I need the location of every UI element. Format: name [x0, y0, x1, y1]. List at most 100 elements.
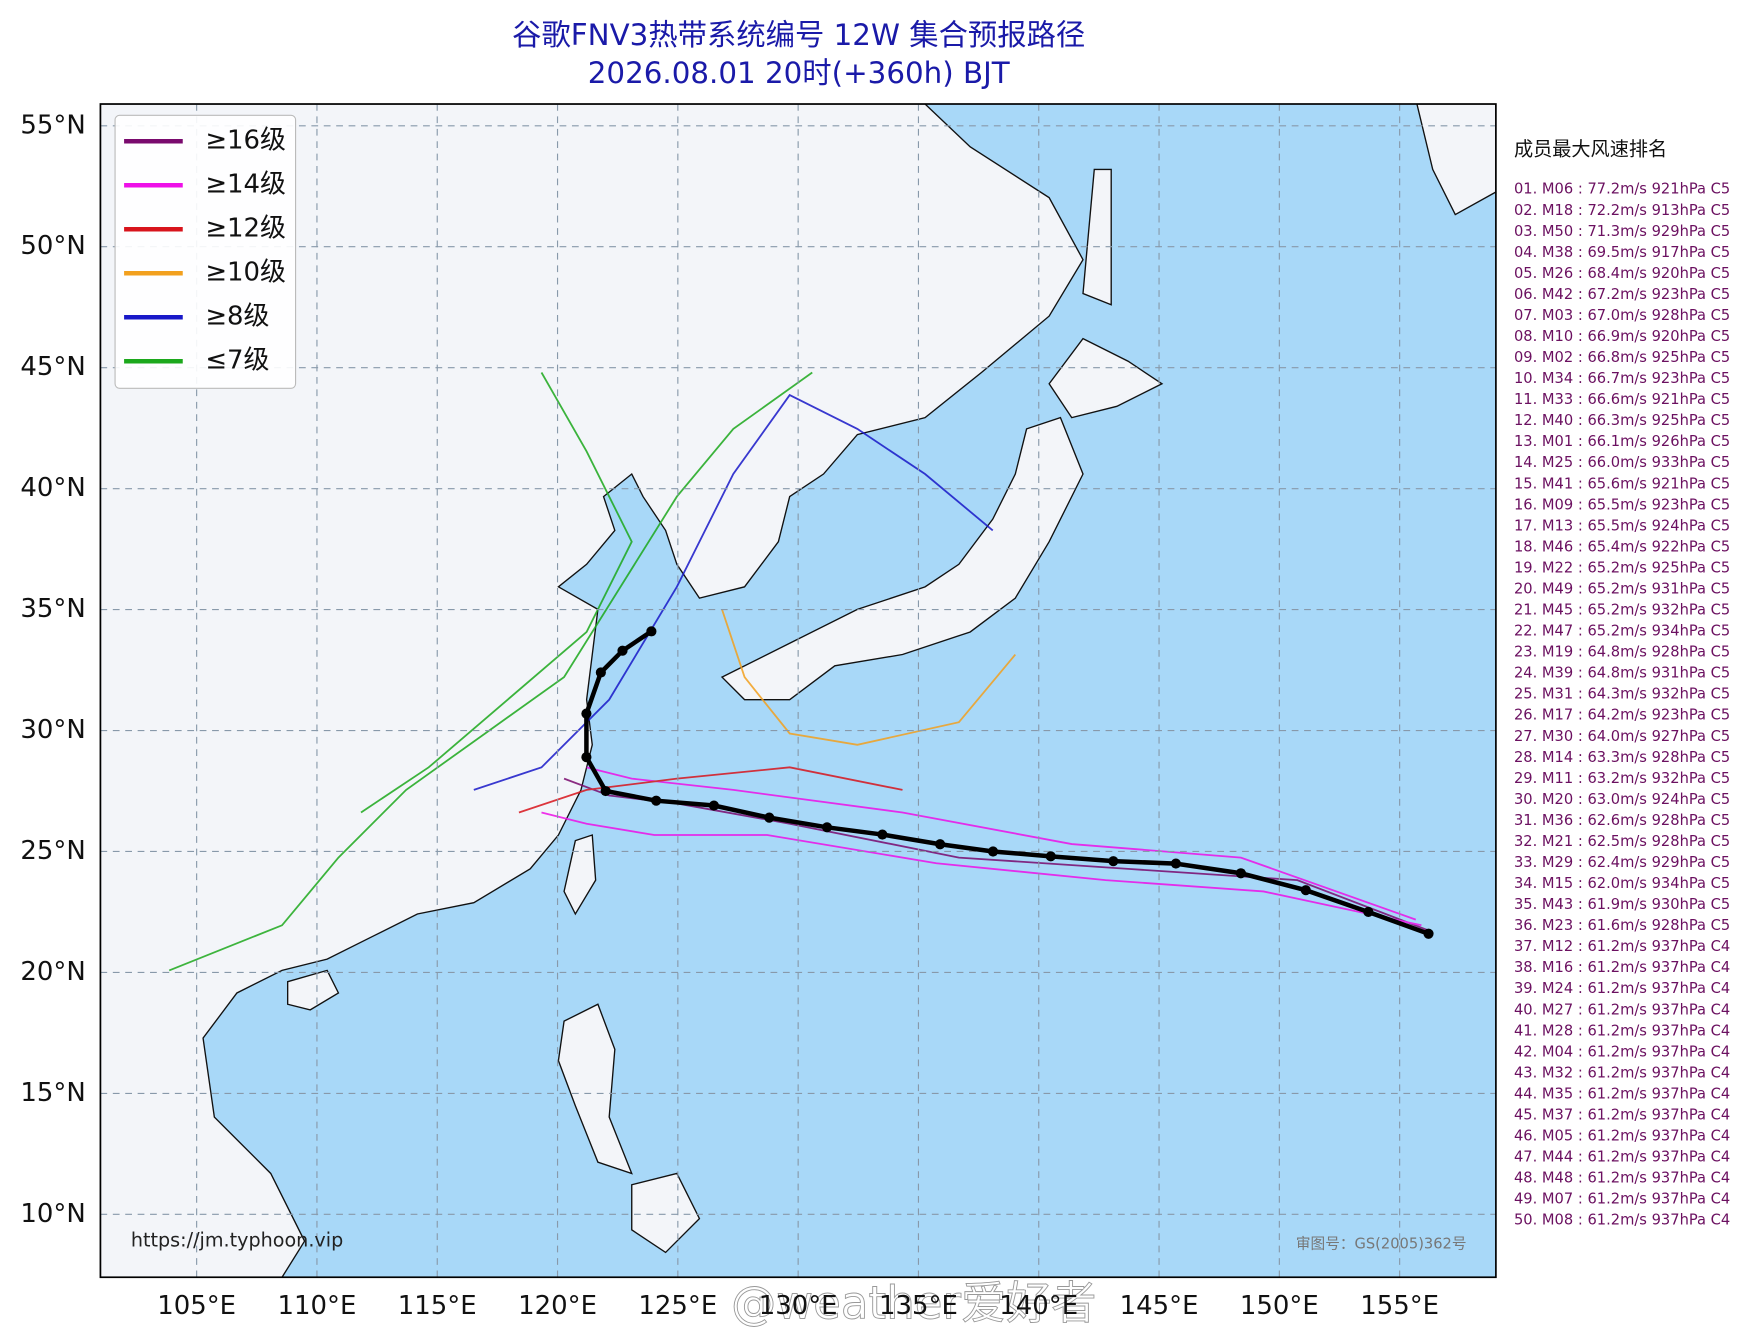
ranking-item: 11. M33 : 66.6m/s 921hPa C5 — [1514, 391, 1730, 408]
sakhalin — [1082, 168, 1112, 306]
ranking-item: 04. M38 : 69.5m/s 917hPa C5 — [1514, 244, 1730, 261]
ranking-item: 50. M08 : 61.2m/s 937hPa C4 — [1514, 1212, 1730, 1229]
ranking-item: 34. M15 : 62.0m/s 934hPa C5 — [1514, 875, 1730, 892]
legend: ≥16级 ≥14级 ≥12级 ≥10级 ≥8级 ≤7级 — [114, 114, 297, 389]
ranking-item: 46. M05 : 61.2m/s 937hPa C4 — [1514, 1128, 1730, 1145]
ranking-item: 22. M47 : 65.2m/s 934hPa C5 — [1514, 623, 1730, 640]
mean-track — [581, 626, 1434, 939]
track-point — [764, 812, 775, 823]
ranking-item: 15. M41 : 65.6m/s 921hPa C5 — [1514, 475, 1730, 492]
legend-label: ≤7级 — [205, 346, 269, 376]
ranking-item: 47. M44 : 61.2m/s 937hPa C4 — [1514, 1149, 1730, 1166]
mainland — [100, 104, 1084, 1278]
ranking-item: 44. M35 : 61.2m/s 937hPa C4 — [1514, 1085, 1730, 1102]
ranking-item: 07. M03 : 67.0m/s 928hPa C5 — [1514, 307, 1730, 324]
track-point — [1363, 906, 1374, 918]
track-point — [1045, 851, 1056, 862]
title: 谷歌FNV3热带系统编号 12W 集合预报路径 — [512, 18, 1085, 52]
hainan — [286, 969, 340, 1011]
ranking-item: 40. M27 : 61.2m/s 937hPa C4 — [1514, 1001, 1730, 1018]
y-tick-label: 10°N — [20, 1199, 85, 1229]
ranking-item: 14. M25 : 66.0m/s 933hPa C5 — [1514, 454, 1730, 471]
ranking-item: 17. M13 : 65.5m/s 924hPa C5 — [1514, 517, 1730, 534]
legend-label: ≥10级 — [205, 258, 286, 288]
ranking-item: 23. M19 : 64.8m/s 928hPa C5 — [1514, 644, 1730, 661]
ranking-item: 37. M12 : 61.2m/s 937hPa C4 — [1514, 938, 1730, 955]
ranking-item: 42. M04 : 61.2m/s 937hPa C4 — [1514, 1043, 1730, 1060]
luzon — [557, 1003, 633, 1175]
track-point — [617, 645, 628, 656]
ranking-item: 33. M29 : 62.4m/s 929hPa C5 — [1514, 854, 1730, 871]
grid — [100, 104, 1496, 1278]
track-point — [595, 667, 606, 678]
track-point — [1108, 856, 1119, 867]
watermark: @weather爱好者 — [731, 1277, 1096, 1330]
x-tick-label: 155°E — [1360, 1291, 1439, 1321]
track-point — [581, 708, 592, 719]
ranking-item: 20. M49 : 65.2m/s 931hPa C5 — [1514, 580, 1730, 597]
ranking-item: 13. M01 : 66.1m/s 926hPa C5 — [1514, 433, 1730, 450]
kamchatka — [1416, 104, 1496, 216]
source-url: https://jm.typhoon.vip — [131, 1229, 343, 1252]
x-tick-label: 130°E — [759, 1291, 838, 1321]
ranking-item: 49. M07 : 61.2m/s 937hPa C4 — [1514, 1191, 1730, 1208]
ranking-item: 25. M31 : 64.3m/s 932hPa C5 — [1514, 686, 1730, 703]
track-point — [600, 785, 611, 797]
x-tick-label: 120°E — [518, 1291, 597, 1321]
ranking-item: 38. M16 : 61.2m/s 937hPa C4 — [1514, 959, 1730, 976]
track-point — [1170, 858, 1181, 869]
y-tick-label: 20°N — [20, 957, 85, 987]
x-tick-label: 105°E — [157, 1291, 236, 1321]
x-tick-label: 140°E — [999, 1291, 1078, 1321]
y-tick-label: 35°N — [20, 594, 85, 624]
track-point — [935, 839, 946, 850]
track-point — [646, 626, 657, 637]
x-tick-label: 150°E — [1240, 1291, 1319, 1321]
ranking-item: 41. M28 : 61.2m/s 937hPa C4 — [1514, 1022, 1730, 1039]
ranking-list: 01. M06 : 77.2m/s 921hPa C5 02. M18 : 72.… — [1514, 181, 1730, 1229]
ranking-item: 28. M14 : 63.3m/s 928hPa C5 — [1514, 749, 1730, 766]
y-tick-label: 55°N — [20, 110, 85, 140]
y-tick-label: 50°N — [20, 231, 85, 261]
map-area — [100, 104, 1496, 1278]
ranking-item: 31. M36 : 62.6m/s 928hPa C5 — [1514, 812, 1730, 829]
ranking-item: 05. M26 : 68.4m/s 920hPa C5 — [1514, 265, 1730, 282]
hokkaido — [1048, 337, 1164, 419]
ranking-item: 21. M45 : 65.2m/s 932hPa C5 — [1514, 602, 1730, 619]
ranking-item: 35. M43 : 61.9m/s 930hPa C5 — [1514, 896, 1730, 913]
y-tick-label: 30°N — [20, 715, 85, 745]
mean-track-line — [584, 629, 1430, 936]
y-tick-label: 25°N — [20, 836, 85, 866]
ranking-item: 43. M32 : 61.2m/s 937hPa C4 — [1514, 1064, 1730, 1081]
ranking-item: 24. M39 : 64.8m/s 931hPa C5 — [1514, 665, 1730, 682]
ranking-item: 09. M02 : 66.8m/s 925hPa C5 — [1514, 349, 1730, 366]
y-tick-label: 15°N — [20, 1078, 85, 1108]
ranking-item: 12. M40 : 66.3m/s 925hPa C5 — [1514, 412, 1730, 429]
ranking-item: 32. M21 : 62.5m/s 928hPa C5 — [1514, 833, 1730, 850]
ranking-title: 成员最大风速排名 — [1514, 138, 1667, 161]
ranking-item: 39. M24 : 61.2m/s 937hPa C4 — [1514, 980, 1730, 997]
track-point — [1423, 928, 1434, 939]
track-point — [581, 752, 592, 763]
track-point — [1300, 885, 1311, 896]
ranking-item: 03. M50 : 71.3m/s 929hPa C5 — [1514, 223, 1730, 240]
track-point — [1235, 868, 1246, 879]
approval-number: 审图号：GS(2005)362号 — [1296, 1236, 1467, 1253]
x-tick-label: 145°E — [1120, 1291, 1199, 1321]
track-point — [877, 829, 888, 840]
subtitle: 2026.08.01 20时(+360h) BJT — [588, 56, 1010, 90]
x-tick-label: 110°E — [278, 1291, 357, 1321]
ranking-item: 30. M20 : 63.0m/s 924hPa C5 — [1514, 791, 1730, 808]
taiwan — [563, 834, 597, 916]
ranking-item: 36. M23 : 61.6m/s 928hPa C5 — [1514, 917, 1730, 934]
x-tick-label: 125°E — [638, 1291, 717, 1321]
ranking-item: 02. M18 : 72.2m/s 913hPa C5 — [1514, 202, 1730, 219]
ranking-item: 27. M30 : 64.0m/s 927hPa C5 — [1514, 728, 1730, 745]
ranking-item: 16. M09 : 65.5m/s 923hPa C5 — [1514, 496, 1730, 513]
ranking-item: 26. M17 : 64.2m/s 923hPa C5 — [1514, 707, 1730, 724]
ranking-item: 01. M06 : 77.2m/s 921hPa C5 — [1514, 181, 1730, 198]
ranking-item: 08. M10 : 66.9m/s 920hPa C5 — [1514, 328, 1730, 345]
ensemble-tracks — [168, 371, 1434, 972]
ranking-item: 29. M11 : 63.2m/s 932hPa C5 — [1514, 770, 1730, 787]
